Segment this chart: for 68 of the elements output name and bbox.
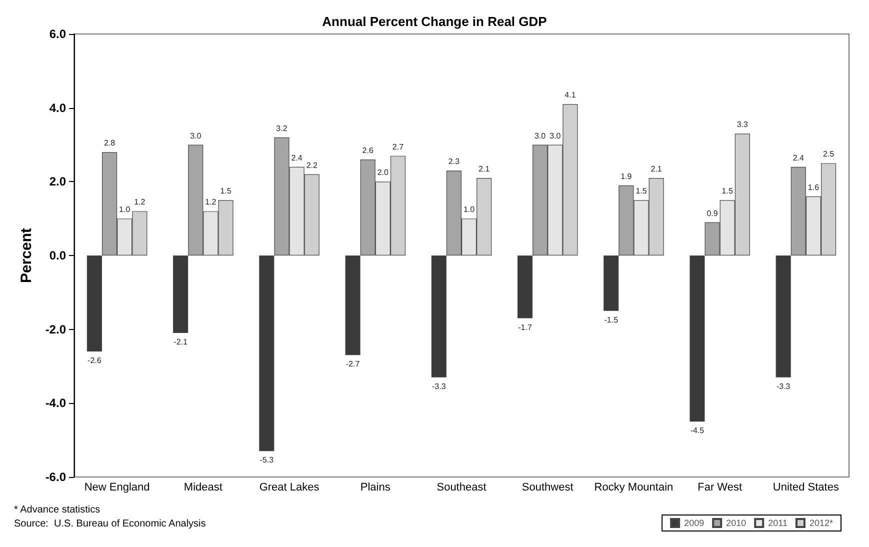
bar: [517, 256, 533, 318]
legend-label: 2012*: [809, 518, 834, 528]
data-label: 3.2: [276, 124, 288, 133]
data-label: -2.6: [88, 356, 102, 365]
data-label: 2.7: [392, 142, 404, 152]
data-label: 2.6: [362, 146, 374, 156]
bar: [86, 256, 102, 352]
x-tick-label: Great Lakes: [259, 482, 320, 494]
data-label: 0.9: [706, 208, 718, 218]
x-tick-label: Rocky Mountain: [594, 482, 674, 494]
x-tick-label: Southwest: [522, 482, 574, 494]
y-tick-label: -2.0: [45, 322, 66, 336]
data-label: -3.3: [432, 382, 446, 391]
bar: [173, 256, 188, 334]
x-tick-label: Far West: [698, 482, 742, 494]
data-label: 1.5: [636, 186, 648, 196]
data-label: -2.1: [174, 338, 188, 347]
data-label: 2.8: [104, 138, 116, 148]
data-label: -3.3: [776, 382, 791, 391]
data-label: -4.5: [690, 426, 705, 436]
data-label: 1.0: [119, 205, 131, 214]
data-label: 1.2: [205, 198, 217, 207]
data-label: 3.0: [550, 131, 562, 140]
y-tick-label: 0.0: [49, 248, 66, 262]
bar: [604, 256, 619, 311]
data-label: -5.3: [260, 456, 274, 465]
data-label: 2.5: [822, 150, 835, 159]
data-label: 1.6: [808, 182, 820, 192]
source-note: Source: U.S. Bureau of Economic Analysis: [14, 518, 206, 530]
y-tick-label: 4.0: [49, 100, 66, 115]
legend-label: 2009: [684, 518, 704, 528]
legend-label: 2011: [768, 518, 788, 528]
bar: [345, 256, 360, 356]
x-tick-label: Mideast: [184, 482, 222, 494]
data-label: 2.2: [306, 160, 318, 170]
data-label: 1.5: [722, 186, 734, 196]
data-label: 2.4: [291, 153, 303, 162]
legend-label: 2010: [726, 518, 746, 528]
x-tick-label: Plains: [360, 482, 391, 494]
y-tick-label: 2.0: [49, 174, 66, 189]
data-label: 3.0: [190, 131, 202, 140]
x-tick-label: Southeast: [436, 482, 486, 494]
x-tick-label: United States: [772, 482, 840, 494]
data-label: -2.7: [346, 360, 360, 369]
data-label: 4.1: [564, 90, 576, 100]
x-tick-label: New England: [84, 482, 150, 494]
data-label: 2.1: [650, 164, 662, 174]
data-label: 2.0: [377, 168, 390, 178]
data-label: 2.4: [792, 153, 805, 162]
text: * Advance statistics: [14, 504, 100, 516]
data-label: 3.3: [736, 120, 749, 130]
data-label: 2.3: [448, 157, 460, 166]
y-axis-title: Percent: [18, 228, 35, 284]
bar: [259, 256, 274, 452]
data-label: 2.1: [478, 164, 490, 174]
bar: [431, 256, 446, 378]
data-label: 1.2: [134, 198, 146, 207]
data-label: 1.0: [463, 205, 476, 214]
data-label: 3.0: [534, 131, 546, 140]
data-label: 1.5: [220, 186, 232, 196]
data-label: -1.5: [604, 315, 619, 324]
chart-title: Annual Percent Change in Real GDP: [322, 14, 548, 29]
bar: [776, 256, 791, 378]
y-tick-label: -6.0: [45, 470, 66, 484]
data-label: -1.7: [518, 322, 532, 332]
y-tick-label: -4.0: [45, 396, 66, 410]
y-tick-label: 6.0: [49, 27, 66, 41]
data-label: 1.9: [620, 172, 632, 181]
